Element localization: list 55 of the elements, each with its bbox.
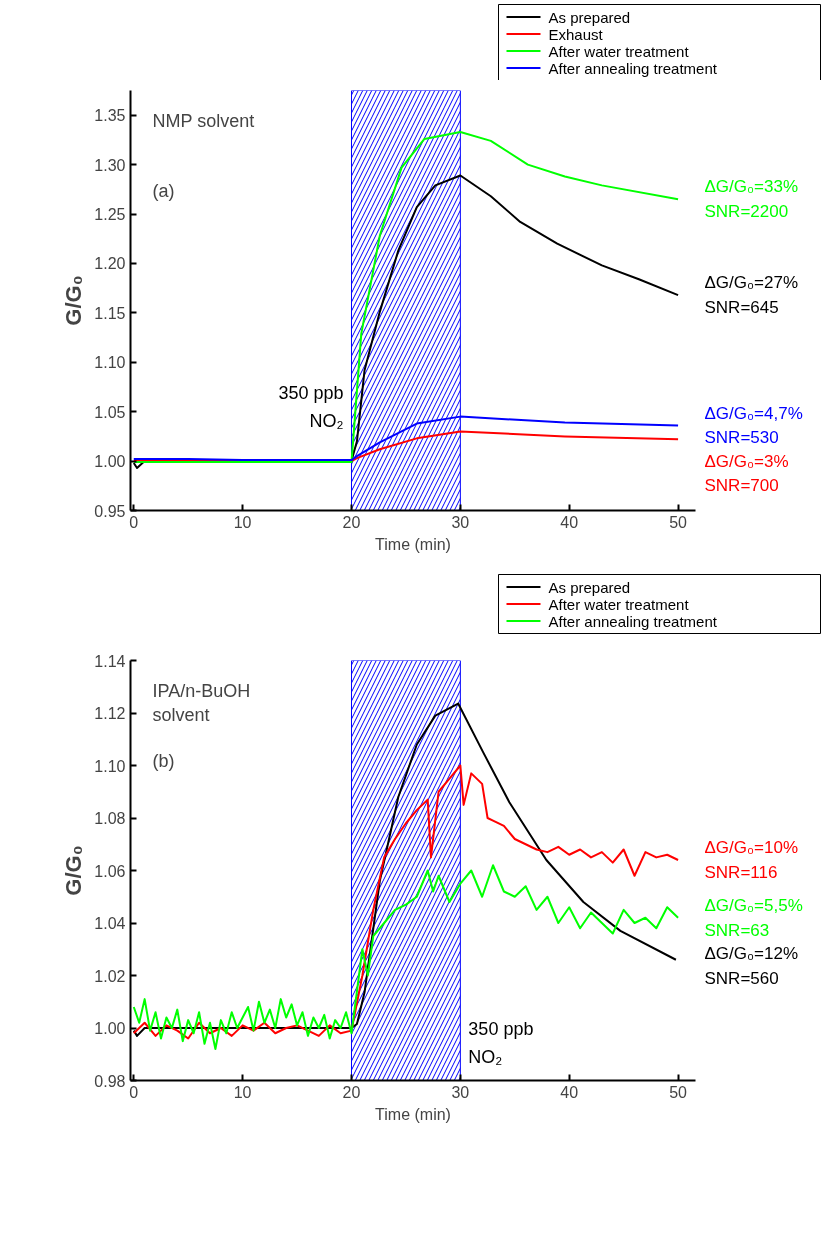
y-tick-label: 1.06 (94, 862, 126, 880)
legend-label: After annealing treatment (548, 59, 718, 77)
x-axis-title: Time (min) (375, 535, 451, 553)
legend-label: After annealing treatment (548, 612, 718, 630)
y-tick-label: 1.35 (94, 107, 126, 125)
y-tick-label: 1.02 (94, 967, 126, 985)
annotation: ΔG/G₀=4,7% SNR=530 (704, 403, 803, 448)
y-tick-label: 1.00 (94, 453, 126, 471)
y-tick-label: 1.15 (94, 304, 126, 322)
x-tick-label: 40 (560, 1083, 579, 1101)
annotation: ΔG/G₀=33% SNR=2200 (704, 177, 799, 222)
y-tick-label: 1.20 (94, 255, 126, 273)
y-tick-label: 1.30 (94, 156, 126, 174)
y-tick-label: 1.04 (94, 915, 126, 932)
annotation: (a) (152, 180, 175, 201)
y-tick-label: 1.10 (94, 354, 126, 372)
x-tick-label: 50 (669, 1083, 688, 1101)
annotation: ΔG/G₀=3% SNR=700 (704, 451, 789, 496)
y-tick-label: 1.12 (94, 705, 126, 722)
x-tick-label: 40 (560, 513, 579, 531)
y-tick-label: 1.00 (94, 1020, 126, 1037)
annotation: 350 ppb NO₂ (468, 1019, 534, 1068)
y-axis-title: G/G₀ (61, 845, 87, 896)
line-series (132, 864, 680, 1050)
annotation: IPA/n-BuOH solvent (152, 680, 251, 725)
x-tick-label: 20 (342, 513, 361, 531)
annotation: 350 ppb NO₂ (278, 383, 344, 432)
legend-label: After water treatment (548, 42, 690, 60)
y-tick-label: 1.08 (94, 810, 126, 827)
annotation: NMP solvent (152, 110, 255, 131)
legend-label: Exhaust (548, 25, 604, 43)
legend-label: As prepared (548, 8, 631, 26)
x-tick-label: 20 (342, 1083, 361, 1101)
y-tick-label: 1.05 (94, 403, 126, 421)
x-tick-label: 10 (233, 1083, 252, 1101)
y-tick-label: 0.98 (94, 1072, 126, 1090)
annotation: ΔG/G₀=27% SNR=645 (704, 273, 799, 317)
annotation: ΔG/G₀=5,5% SNR=63 (704, 895, 803, 940)
annotation: ΔG/G₀=10% SNR=116 (704, 838, 799, 882)
y-axis-title: G/G₀ (61, 275, 87, 326)
x-axis-title: Time (min) (375, 1105, 451, 1123)
x-tick-label: 30 (451, 1083, 470, 1101)
y-tick-label: 1.25 (94, 206, 126, 224)
x-tick-label: 50 (669, 513, 688, 531)
annotation: (b) (152, 750, 175, 771)
x-tick-label: 0 (129, 1083, 139, 1101)
y-tick-label: 0.95 (94, 502, 126, 520)
x-tick-label: 10 (233, 513, 252, 531)
y-tick-label: 1.10 (94, 757, 126, 775)
y-tick-label: 1.14 (94, 652, 126, 670)
legend-label: As prepared (548, 578, 631, 596)
legend-label: After water treatment (548, 595, 690, 613)
x-tick-label: 30 (451, 513, 470, 531)
x-tick-label: 0 (129, 513, 139, 531)
annotation: ΔG/G₀=12% SNR=560 (704, 943, 799, 988)
